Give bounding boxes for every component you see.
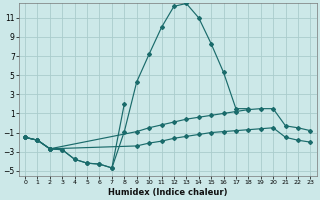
X-axis label: Humidex (Indice chaleur): Humidex (Indice chaleur)	[108, 188, 228, 197]
